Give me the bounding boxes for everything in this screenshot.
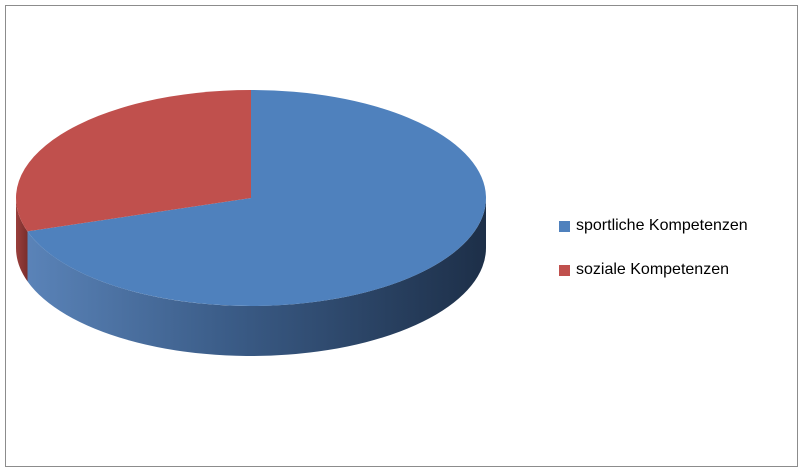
pie-slice-side-sportliche-kompetenzen	[27, 198, 486, 356]
pie-chart	[16, 90, 487, 356]
legend-item-soziale-kompetenzen: soziale Kompetenzen	[559, 260, 748, 280]
legend-label: soziale Kompetenzen	[576, 261, 729, 278]
pie-slice-side-soziale-kompetenzen	[16, 198, 28, 282]
legend-swatch-red	[559, 264, 570, 276]
pie-slice-soziale-kompetenzen	[16, 90, 251, 232]
legend-item-sportliche-kompetenzen: sportliche Kompetenzen	[559, 216, 748, 236]
legend: sportliche Kompetenzen soziale Kompetenz…	[559, 216, 748, 304]
chart-area: sportliche Kompetenzen soziale Kompetenz…	[5, 5, 798, 467]
legend-label: sportliche Kompetenzen	[576, 217, 748, 234]
pie-slice-sportliche-kompetenzen	[27, 90, 487, 306]
legend-swatch-blue	[559, 220, 570, 232]
